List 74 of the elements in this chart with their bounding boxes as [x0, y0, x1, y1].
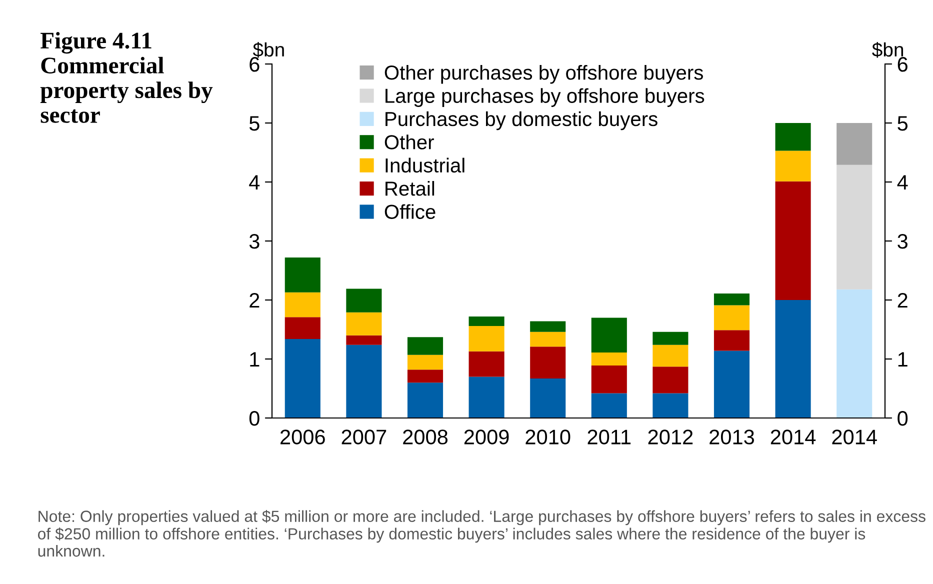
- legend-label: Other purchases by offshore buyers: [384, 64, 703, 84]
- bar: [775, 150, 811, 182]
- y-tick-label: 5: [249, 116, 260, 131]
- bar: [652, 344, 688, 367]
- bar: [591, 352, 627, 366]
- bar: [714, 330, 750, 351]
- y2-tick-label: 0: [898, 411, 908, 426]
- bar: [284, 338, 320, 418]
- bar: [714, 305, 750, 330]
- y-tick-label: 3: [249, 234, 260, 249]
- y-tick-label: 6: [250, 57, 260, 72]
- bar: [652, 366, 688, 394]
- bar: [468, 326, 504, 352]
- x-tick-label: 2012: [648, 430, 693, 444]
- bar: [530, 332, 566, 347]
- bar: [284, 317, 320, 339]
- bar: [530, 378, 566, 418]
- bar: [652, 332, 688, 345]
- y-tick-label: 2: [250, 293, 260, 308]
- bar: [836, 123, 872, 165]
- bar: [836, 164, 872, 290]
- bar: [591, 318, 627, 353]
- x-tick-label: 2006: [280, 430, 325, 444]
- y2-tick-label: 1: [898, 352, 908, 367]
- y-tick-label: 1: [250, 352, 260, 367]
- bar: [591, 365, 627, 394]
- x-tick-label: 2010: [526, 430, 570, 444]
- bar: [775, 123, 811, 151]
- y2-tick-label: 3: [898, 234, 908, 249]
- bar: [591, 393, 627, 418]
- legend-label: Office: [384, 204, 436, 219]
- bar: [652, 393, 688, 418]
- y-axis-title: $bn: [252, 42, 284, 58]
- bar: [468, 316, 504, 326]
- legend-label: Large purchases by offshore buyers: [386, 88, 704, 107]
- bar: [284, 292, 320, 318]
- x-tick-label: 2009: [464, 430, 509, 444]
- y-tick-label: 4: [249, 175, 260, 190]
- bar: [714, 350, 750, 418]
- y2-tick-label: 6: [898, 57, 908, 72]
- x-tick-label: 2007: [342, 430, 386, 444]
- bar: [407, 354, 444, 370]
- bar: [407, 337, 444, 355]
- y2-tick-label: 2: [898, 293, 908, 308]
- bar: [775, 181, 811, 300]
- bar: [468, 351, 504, 377]
- x-tick-label: 2014: [832, 430, 877, 444]
- x-tick-label: 2011: [588, 430, 631, 444]
- bar: [530, 321, 566, 332]
- y-tick-label: 0: [249, 411, 260, 426]
- x-tick-label: 2013: [710, 430, 754, 444]
- chart-title: Figure 4.11 Commercial property sales by sector: [40, 32, 213, 123]
- y2-tick-label: 5: [898, 116, 908, 131]
- legend-label: Purchases by domestic buyers: [386, 111, 658, 130]
- bar: [346, 335, 382, 345]
- bar: [775, 300, 811, 418]
- bar: [284, 258, 320, 292]
- legend-label: Other: [384, 134, 434, 150]
- bar: [836, 289, 872, 418]
- legend-label: Retail: [386, 180, 434, 196]
- bar: [346, 288, 382, 312]
- bar: [468, 376, 504, 418]
- x-tick-label: 2014: [770, 430, 816, 444]
- x-tick-label: 2008: [403, 430, 448, 444]
- bar: [346, 344, 382, 418]
- bar: [407, 382, 444, 418]
- bar: [407, 370, 444, 383]
- bar: [530, 346, 566, 378]
- bar: [346, 312, 382, 336]
- y2-axis-title: $bn: [872, 42, 904, 58]
- legend-label: Industrial: [386, 158, 464, 173]
- text: Note: Only properties valued at $5 million or more are included. ‘Large purchases by offshore buyers’ refers to sales in excess of $250 million to offshore entities. ‘Purchases by domestic buyers’ includes sales where the residence of the buyer is unknown.: [38, 510, 926, 557]
- y2-tick-label: 4: [897, 175, 908, 190]
- bar: [714, 294, 750, 306]
